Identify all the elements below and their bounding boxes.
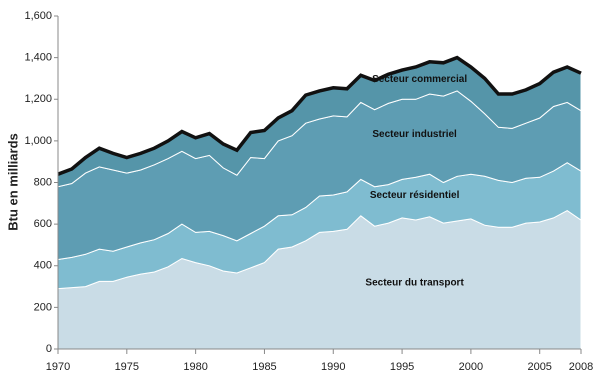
x-tick-label: 1990	[321, 361, 345, 373]
series-label: Secteur du transport	[365, 278, 464, 289]
series-label: Secteur résidentiel	[370, 190, 460, 201]
x-tick-label: 1985	[252, 361, 276, 373]
y-tick-label: 800	[34, 176, 52, 188]
x-tick-label: 1980	[183, 361, 207, 373]
top-outline	[57, 55, 582, 176]
x-tick-label: 2008	[569, 361, 593, 373]
y-tick-label: 1,400	[24, 52, 52, 64]
x-tick-label: 1975	[115, 361, 139, 373]
series-label: Secteur industriel	[372, 129, 457, 140]
y-tick-label: 200	[34, 301, 52, 313]
x-tick-label: 1995	[390, 361, 414, 373]
y-tick-label: 1,200	[24, 93, 52, 105]
series-label: Secteur commercial	[372, 74, 467, 85]
y-tick-label: 400	[34, 260, 52, 272]
y-axis-label: Btu en milliards	[5, 133, 20, 231]
y-tick-label: 0	[46, 343, 52, 355]
x-tick-label: 2000	[459, 361, 483, 373]
y-tick-label: 1,000	[24, 135, 52, 147]
y-tick-label: 1,600	[24, 10, 52, 22]
x-tick-label: 1970	[46, 361, 70, 373]
x-tick-label: 2005	[527, 361, 551, 373]
y-tick-label: 600	[34, 218, 52, 230]
